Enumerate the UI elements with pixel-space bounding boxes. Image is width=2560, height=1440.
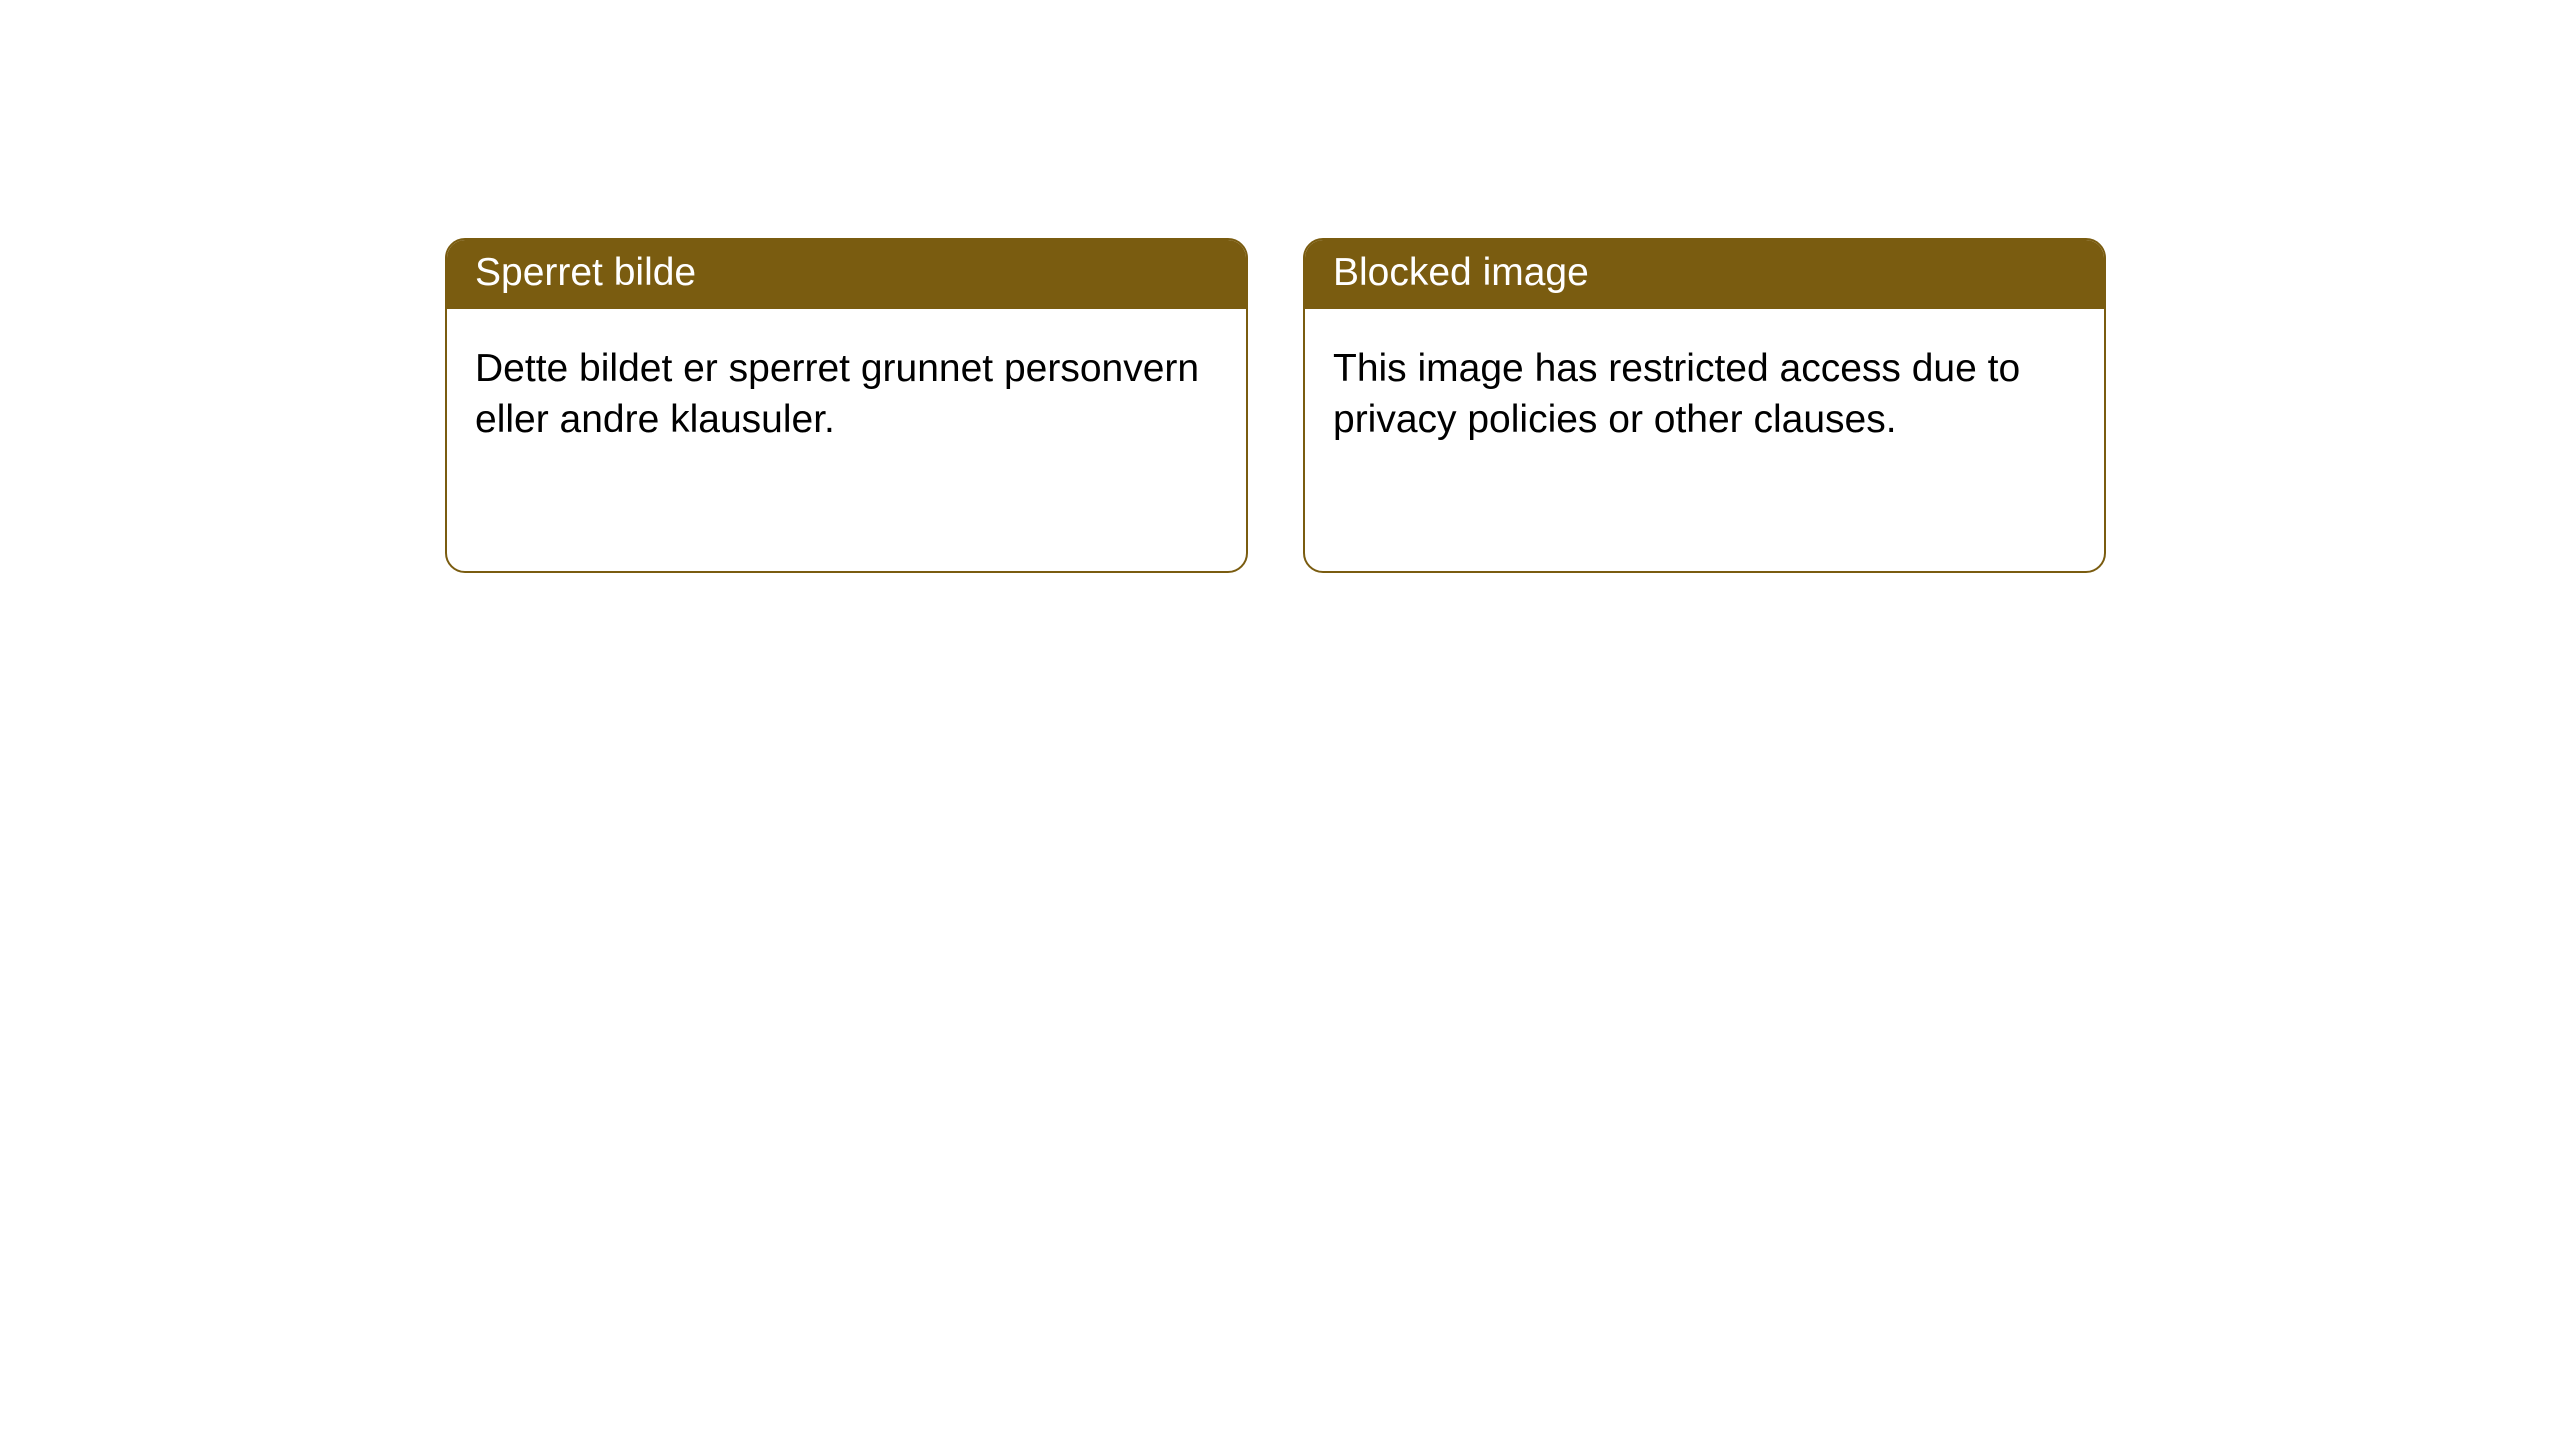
card-header-no: Sperret bilde xyxy=(447,240,1246,309)
blocked-image-card-en: Blocked image This image has restricted … xyxy=(1303,238,2106,573)
card-container: Sperret bilde Dette bildet er sperret gr… xyxy=(0,0,2560,573)
blocked-image-card-no: Sperret bilde Dette bildet er sperret gr… xyxy=(445,238,1248,573)
card-header-en: Blocked image xyxy=(1305,240,2104,309)
card-body-no: Dette bildet er sperret grunnet personve… xyxy=(447,309,1246,480)
card-body-en: This image has restricted access due to … xyxy=(1305,309,2104,480)
